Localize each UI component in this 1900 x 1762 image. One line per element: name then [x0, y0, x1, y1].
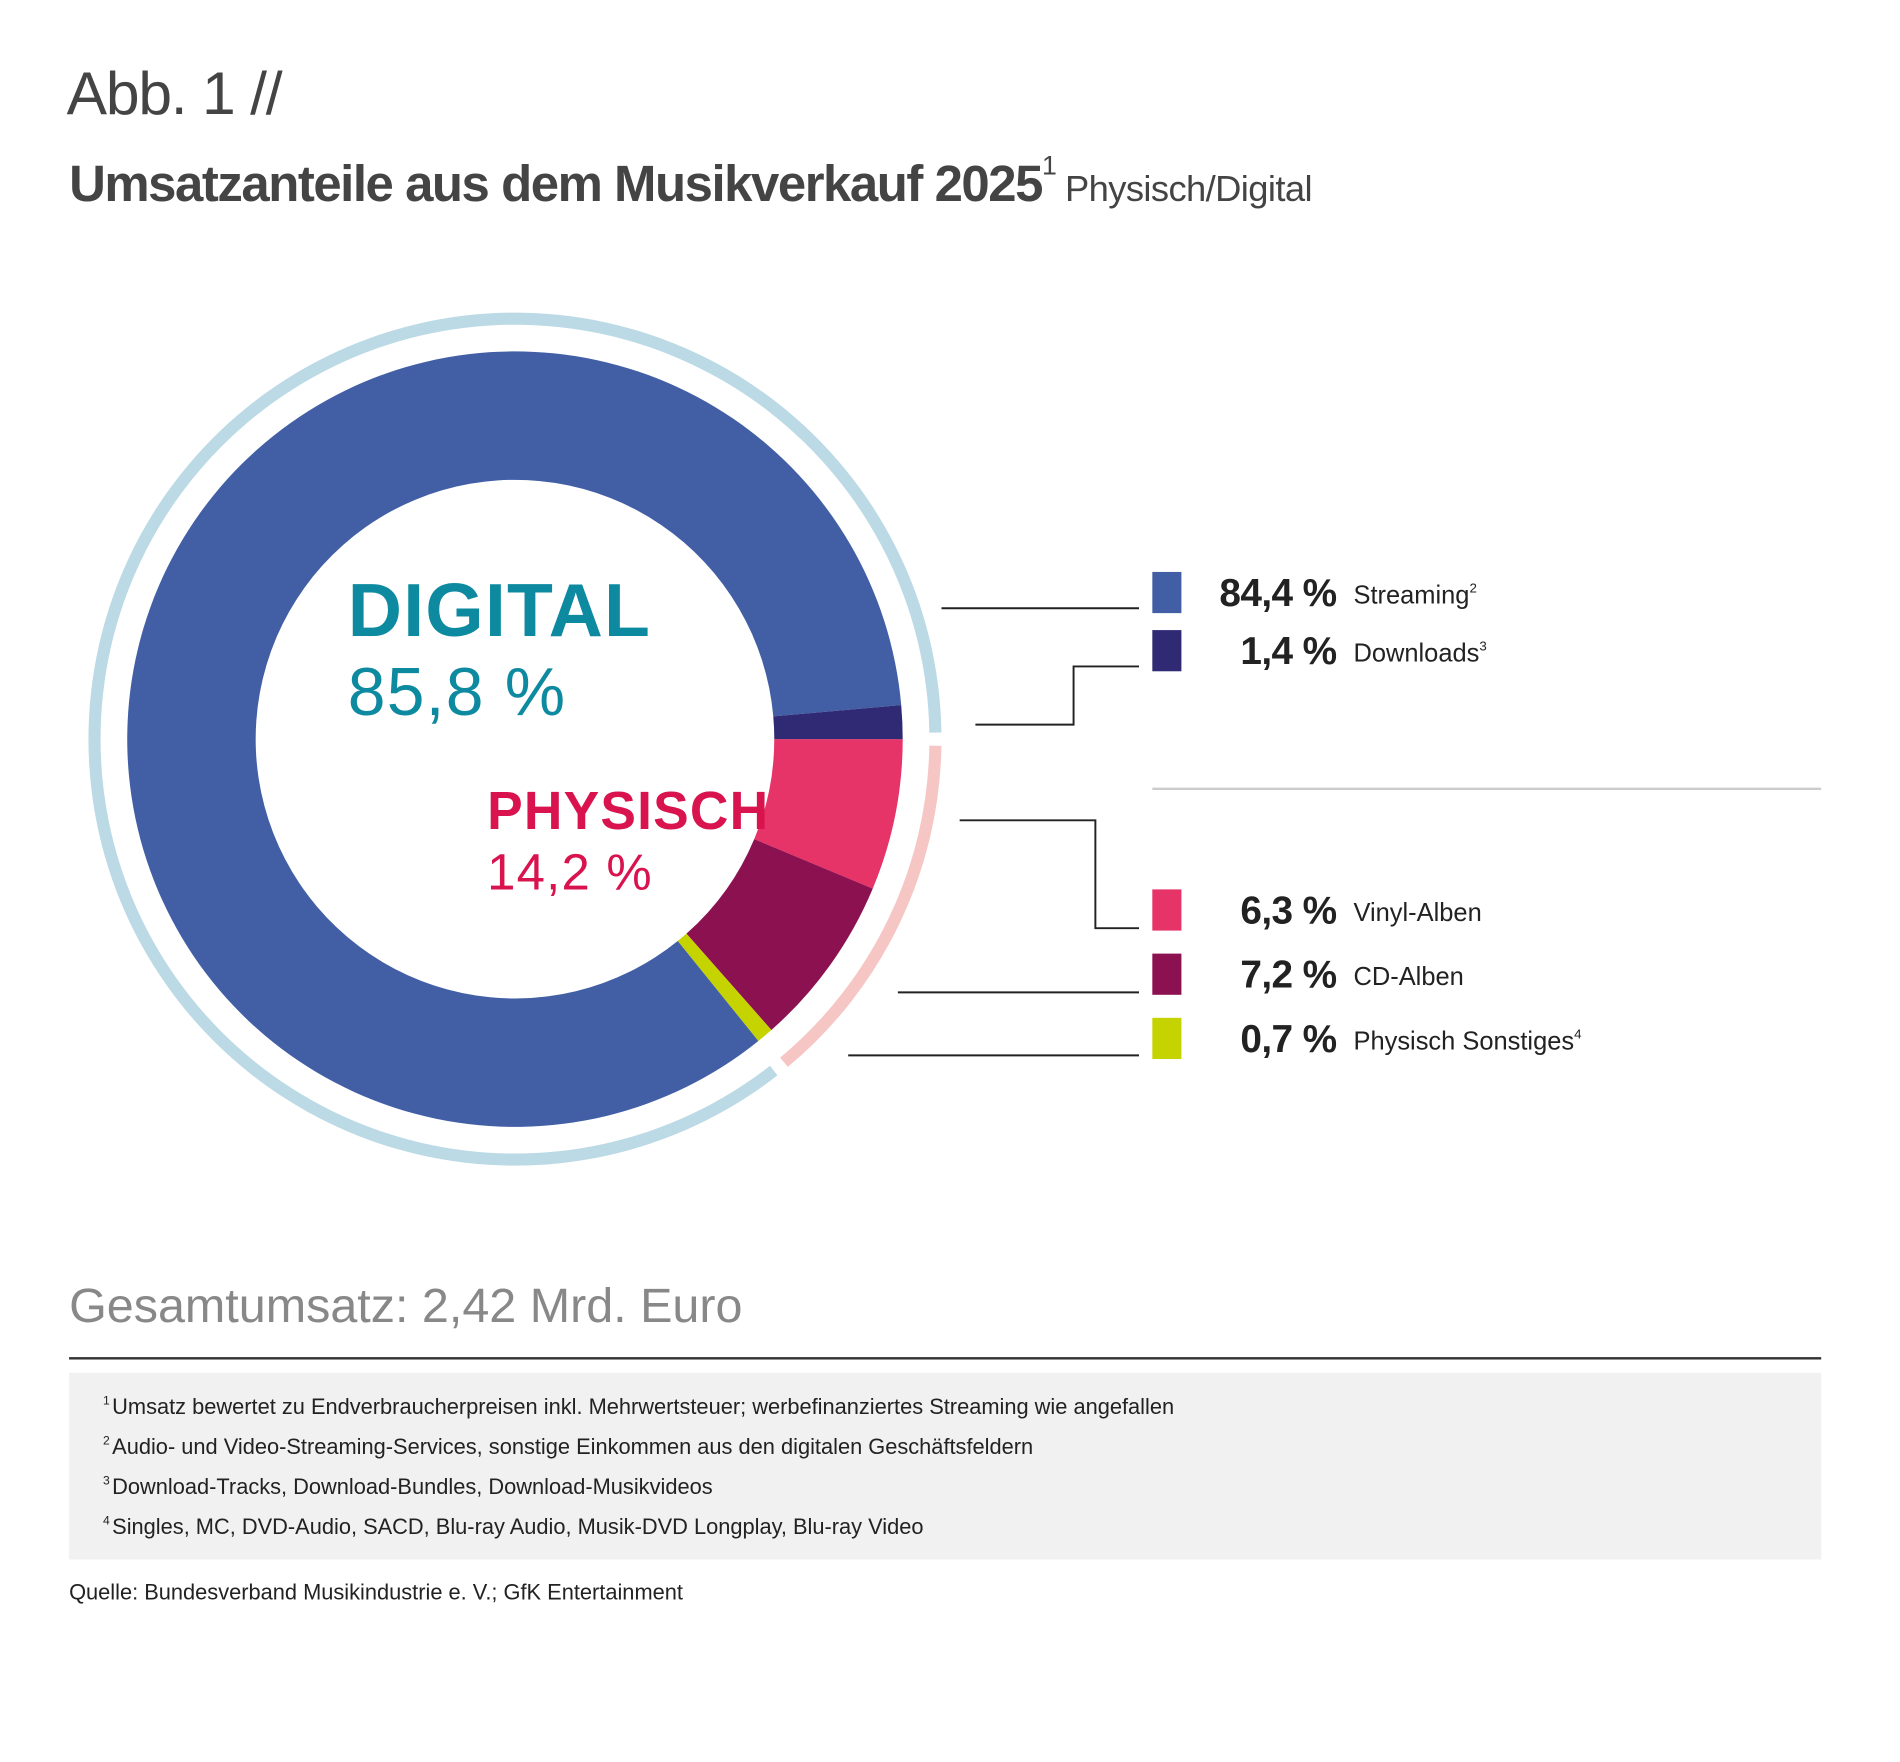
legend-swatch: [1152, 630, 1182, 672]
legend-item: 84,4 % Streaming2: [1152, 570, 1477, 614]
slice-streaming: [127, 351, 902, 1127]
slice-vinyl-alben: [754, 739, 903, 889]
legend-swatch: [1152, 889, 1182, 931]
legend-label: Streaming2: [1353, 581, 1477, 610]
source-note: Quelle: Bundesverband Musikindustrie e. …: [69, 1580, 683, 1605]
legend-swatch: [1152, 953, 1182, 995]
legend-value: 6,3 %: [1240, 887, 1337, 932]
total-revenue: Gesamtumsatz: 2,42 Mrd. Euro: [69, 1279, 743, 1333]
title-footnote: 1: [1041, 150, 1057, 181]
legend-item: 7,2 % CD-Alben: [1152, 951, 1464, 996]
footnote: 4 Singles, MC, DVD-Audio, SACD, Blu-ray A…: [102, 1514, 924, 1539]
physisch-name: PHYSISCH: [487, 781, 770, 841]
digital-value: 85,8 %: [347, 653, 567, 730]
leader-line-downloads: [975, 665, 1139, 726]
figure-label: Abb. 1 //: [66, 59, 283, 128]
legend-value: 7,2 %: [1240, 951, 1337, 996]
footnote: 2 Audio- und Video-Streaming-Services, so…: [102, 1434, 1034, 1459]
legend-value: 1,4 %: [1240, 628, 1337, 672]
divider: [69, 1357, 1822, 1360]
footnote: 1 Umsatz bewertet zu Endverbraucherpreise…: [102, 1394, 1175, 1419]
legend-label: Downloads3: [1353, 639, 1487, 668]
digital-group-label: DIGITAL 85,8 %: [348, 569, 651, 729]
legend-item: 6,3 % Vinyl-Alben: [1152, 887, 1482, 932]
legend-label: Vinyl-Alben: [1353, 899, 1482, 927]
legend-item: 0,7 % Physisch Sonstiges4: [1152, 1016, 1582, 1060]
leader-lines: [848, 607, 1139, 1057]
footnotes-box: 1 Umsatz bewertet zu Endverbraucherpreise…: [69, 1372, 1822, 1560]
legend-label: Physisch Sonstiges4: [1353, 1027, 1582, 1056]
slice-cd-alben: [686, 839, 873, 1030]
footnote: 3 Download-Tracks, Download-Bundles, Down…: [102, 1474, 713, 1499]
donut-slices: [127, 351, 903, 1127]
chart-subtitle: Physisch/Digital: [1065, 169, 1312, 210]
legend-swatch: [1152, 1017, 1182, 1060]
physisch-value: 14,2 %: [487, 843, 653, 901]
legend-item: 1,4 % Downloads3: [1152, 628, 1487, 672]
donut-chart: [88, 312, 1822, 1166]
slice-downloads: [773, 705, 903, 740]
slice-physisch-sonstiges: [677, 933, 772, 1041]
leader-line-vinyl: [959, 819, 1139, 930]
legend-swatch: [1152, 571, 1182, 614]
chart-title: Umsatzanteile aus dem Musikverkauf 20251…: [69, 150, 1312, 213]
physisch-group-label: PHYSISCH 14,2 %: [487, 780, 769, 901]
legend-value: 0,7 %: [1240, 1016, 1337, 1060]
digital-name: DIGITAL: [347, 569, 652, 654]
legend-label: CD-Alben: [1353, 963, 1464, 992]
title-text: Umsatzanteile aus dem Musikverkauf 2025: [69, 155, 1043, 213]
legend-value: 84,4 %: [1219, 570, 1337, 614]
